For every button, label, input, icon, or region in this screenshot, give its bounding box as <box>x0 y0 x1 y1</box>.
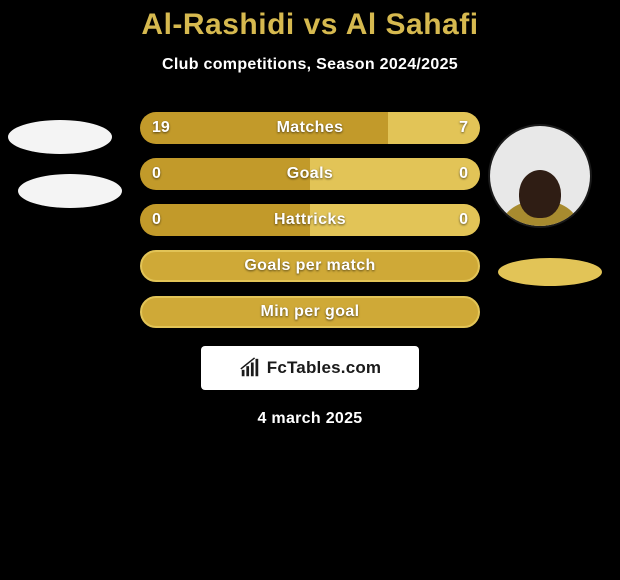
title-player-right: Al Sahafi <box>346 8 479 41</box>
stat-label: Min per goal <box>142 298 478 326</box>
stat-label: Goals <box>140 158 480 190</box>
title-player-left: Al-Rashidi <box>141 8 294 41</box>
stat-label: Goals per match <box>142 252 478 280</box>
stat-label: Matches <box>140 112 480 144</box>
infographic-root: Al-Rashidi vs Al Sahafi Club competition… <box>0 0 620 580</box>
stat-row: Matches19 7 <box>140 112 480 144</box>
stat-row: Goals0 0 <box>140 158 480 190</box>
stat-row: Min per goal <box>140 296 480 328</box>
player-left-ellipse-1 <box>8 120 112 154</box>
brand-badge[interactable]: FcTables.com <box>201 346 419 390</box>
stat-value-right: 0 <box>447 158 480 190</box>
subtitle: Club competitions, Season 2024/2025 <box>0 56 620 74</box>
avatar-head <box>519 170 561 218</box>
player-right-ellipse <box>498 258 602 286</box>
stat-value-right: 0 <box>447 204 480 236</box>
page-title: Al-Rashidi vs Al Sahafi <box>0 0 620 42</box>
chart-icon <box>239 357 261 379</box>
stat-value-left: 0 <box>140 204 173 236</box>
stat-row: Hattricks0 0 <box>140 204 480 236</box>
stat-value-left: 0 <box>140 158 173 190</box>
player-right-avatar <box>490 126 590 226</box>
player-left-ellipse-2 <box>18 174 122 208</box>
brand-text: FcTables.com <box>267 358 382 378</box>
stat-value-right: 7 <box>447 112 480 144</box>
avatar-face <box>490 126 590 226</box>
stat-row: Goals per match <box>140 250 480 282</box>
stats-container: Matches197Goals00Hattricks00Goals per ma… <box>140 112 480 328</box>
title-vs: vs <box>295 8 346 41</box>
stat-value-left: 19 <box>140 112 182 144</box>
stat-label: Hattricks <box>140 204 480 236</box>
date-text: 4 march 2025 <box>0 410 620 428</box>
